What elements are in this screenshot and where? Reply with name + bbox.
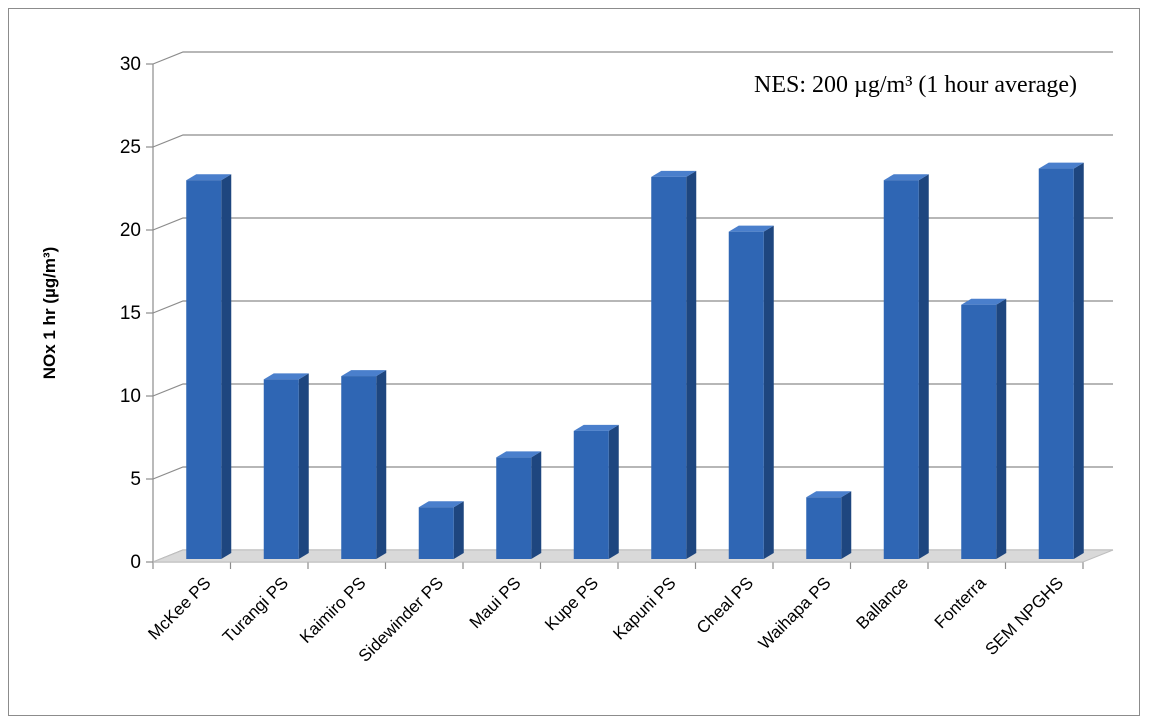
- bar-front: [651, 176, 687, 559]
- bar-front: [341, 376, 377, 559]
- bar-side: [376, 370, 387, 559]
- y-tick-label: 15: [120, 303, 141, 324]
- bar-top: [806, 491, 852, 498]
- bar: [573, 424, 619, 559]
- bar-chart: 0 5 10 15 20 25 30 McKee PS Turangi PS Kaimiro P…: [40, 51, 1114, 666]
- bar-front: [961, 304, 997, 559]
- bar-side: [841, 491, 852, 559]
- bar-top: [961, 298, 1007, 305]
- gridline: [152, 134, 1113, 148]
- y-axis-title: NOx 1 hr (µg/m³): [40, 247, 59, 380]
- gridline: [152, 217, 1113, 231]
- x-category-label: Kapuni PS: [609, 573, 679, 643]
- bar: [1038, 162, 1084, 559]
- bar-side: [918, 174, 929, 559]
- bar-side: [996, 298, 1007, 559]
- bar: [496, 451, 542, 559]
- bar-top: [263, 373, 309, 380]
- bar: [728, 225, 774, 559]
- gridline: [152, 466, 1113, 480]
- bar-front: [806, 497, 842, 559]
- bar: [961, 298, 1007, 559]
- bar: [186, 174, 232, 559]
- bar-side: [221, 174, 232, 559]
- y-tick-label: 30: [120, 54, 141, 75]
- bar-front: [263, 379, 299, 559]
- bar-top: [418, 501, 464, 508]
- bar: [418, 501, 464, 559]
- bar: [651, 170, 697, 559]
- y-tick-label: 0: [130, 552, 141, 573]
- x-category-label: Kupe PS: [541, 573, 602, 634]
- x-category-label: Maui PS: [466, 573, 525, 632]
- bar-front: [418, 507, 454, 559]
- bar-side: [531, 451, 542, 559]
- bar-front: [728, 231, 764, 559]
- bar-side: [686, 170, 697, 559]
- nes-annotation: NES: 200 µg/m³ (1 hour average): [754, 72, 1077, 98]
- bar-side: [453, 501, 464, 559]
- bar-top: [573, 424, 619, 431]
- bar-top: [883, 174, 929, 181]
- y-tick-label: 5: [130, 469, 141, 490]
- x-category-label: Ballance: [853, 573, 913, 633]
- bar-top: [186, 174, 232, 181]
- bar: [883, 174, 929, 559]
- x-category-label: McKee PS: [144, 573, 214, 643]
- bar-front: [496, 457, 532, 559]
- bar-front: [883, 180, 919, 559]
- bar-front: [186, 180, 222, 559]
- bar: [263, 373, 309, 559]
- y-tick-label: 10: [120, 386, 141, 407]
- gridline: [152, 300, 1113, 314]
- bar-front: [1038, 168, 1074, 559]
- chart-frame: 0 5 10 15 20 25 30 McKee PS Turangi PS Kaimiro P…: [8, 8, 1140, 716]
- chart-floor: [152, 549, 1114, 563]
- bar-top: [1038, 162, 1084, 169]
- gridline: [152, 383, 1113, 397]
- chart-floor-plane: [152, 549, 1114, 563]
- bar-side: [1073, 162, 1084, 559]
- bar-side: [763, 225, 774, 559]
- y-tick-label: 20: [120, 220, 141, 241]
- x-category-label: Waihapa PS: [755, 573, 835, 653]
- x-category-label: Fonterra: [931, 573, 990, 632]
- bar-top: [651, 170, 697, 177]
- y-tick-label: 25: [120, 137, 141, 158]
- bar-top: [496, 451, 542, 458]
- bar-top: [728, 225, 774, 232]
- bar-side: [298, 373, 309, 559]
- x-category-label: Turangi PS: [219, 573, 292, 646]
- x-category-label: SEM NPGHS: [981, 573, 1067, 659]
- bar-top: [341, 370, 387, 377]
- bar: [806, 491, 852, 559]
- x-category-label: Kaimiro PS: [296, 573, 370, 647]
- bar: [341, 370, 387, 559]
- x-category-label: Cheal PS: [693, 573, 757, 637]
- y-axis-ticks: 0 5 10 15 20 25 30: [120, 54, 141, 573]
- gridline: [152, 51, 1113, 65]
- bar-side: [608, 424, 619, 559]
- bar-front: [573, 430, 609, 559]
- bars: [186, 162, 1084, 559]
